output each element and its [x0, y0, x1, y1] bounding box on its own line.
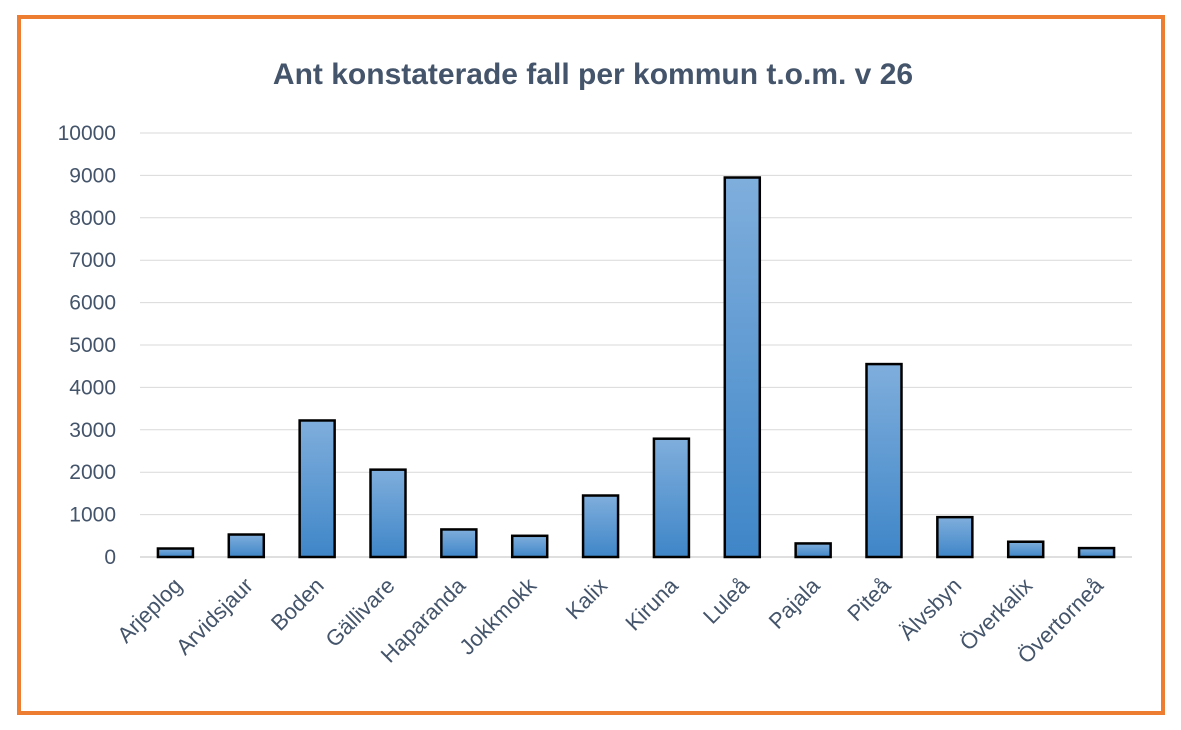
y-tick-label: 0: [104, 546, 116, 569]
bar-3: [369, 468, 407, 559]
x-tick-label: Älvsbyn: [894, 573, 966, 645]
y-tick-label: 9000: [69, 164, 116, 187]
y-tick-label: 2000: [69, 461, 116, 484]
x-tick-label: Kalix: [561, 573, 612, 624]
chart-title: Ant konstaterade fall per kommun t.o.m. …: [273, 58, 913, 91]
gridlines: [140, 132, 1132, 558]
bar-11: [936, 515, 974, 559]
bar-8: [723, 176, 762, 559]
x-tick-label: Boden: [266, 573, 329, 636]
bar-0: [156, 547, 195, 559]
bar-6: [581, 494, 620, 559]
bar-1: [227, 533, 266, 559]
x-tick-label: Pajala: [764, 572, 825, 633]
y-tick-label: 1000: [69, 504, 116, 527]
y-tick-label: 4000: [69, 376, 116, 399]
bar-4: [440, 528, 478, 559]
bar-10: [865, 362, 903, 559]
y-tick-label: 6000: [69, 292, 116, 315]
y-tick-label: 7000: [69, 249, 116, 272]
bars: [156, 176, 1116, 559]
x-tick-label: Arvidsjaur: [171, 573, 258, 660]
y-tick-label: 10000: [58, 122, 116, 145]
y-axis-ticks: 0 1000 2000 3000 4000 5000 6000 7000 8000 9000 100…: [58, 122, 116, 569]
y-tick-label: 5000: [69, 334, 116, 357]
chart-frame: [17, 15, 1165, 715]
x-tick-label: Kiruna: [620, 572, 683, 635]
x-tick-label: Jokkmokk: [454, 572, 542, 660]
bar-7: [652, 437, 691, 559]
bar-13: [1077, 546, 1116, 559]
bar-5: [510, 534, 549, 559]
bar-2: [298, 419, 336, 559]
x-tick-label: Piteå: [842, 572, 896, 626]
y-tick-label: 3000: [69, 419, 116, 442]
x-tick-label: Luleå: [698, 572, 754, 628]
y-tick-label: 8000: [69, 207, 116, 230]
bar-9: [794, 542, 832, 559]
bar-12: [1006, 540, 1045, 559]
